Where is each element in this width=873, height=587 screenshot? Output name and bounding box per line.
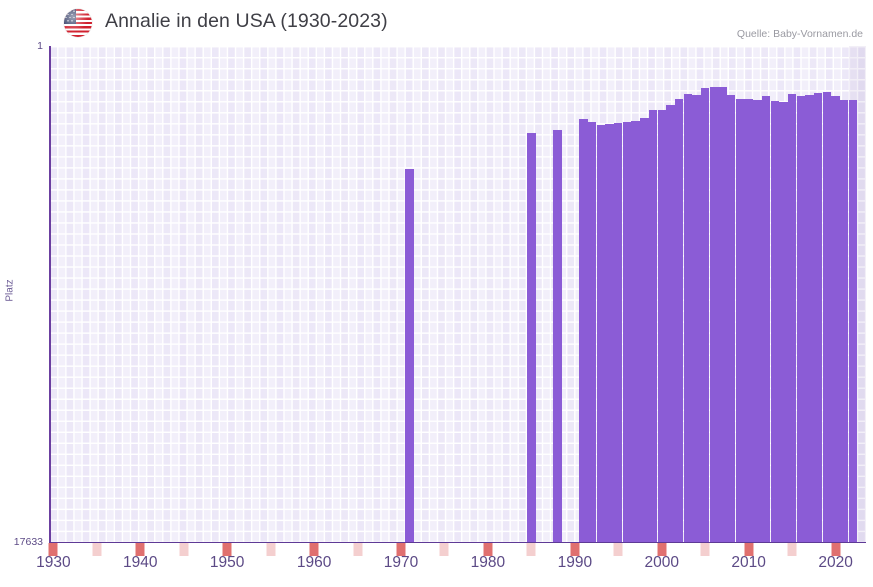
page-title: Annalie in den USA (1930-2023) bbox=[105, 10, 388, 32]
bar-2014[interactable] bbox=[779, 102, 788, 542]
bar-1995[interactable] bbox=[614, 123, 623, 542]
x-tick-label-1980: 1980 bbox=[470, 554, 506, 571]
x-axis-line bbox=[49, 541, 866, 544]
x-tick-mark-1970 bbox=[396, 543, 406, 556]
x-tick-label-2010: 2010 bbox=[731, 554, 766, 571]
x-tick-mark-2010 bbox=[744, 543, 754, 556]
bar-2012[interactable] bbox=[761, 95, 771, 542]
bar-1998[interactable] bbox=[640, 118, 649, 542]
chart-header: Annalie in den USA (1930-2023) Quelle: B… bbox=[0, 0, 873, 46]
bar-2015[interactable] bbox=[787, 94, 797, 542]
y-axis-line bbox=[49, 46, 51, 542]
x-tick-mark-1960 bbox=[309, 543, 319, 556]
bar-2009[interactable] bbox=[735, 98, 745, 542]
bar-series bbox=[49, 46, 866, 542]
bar-2002[interactable] bbox=[674, 99, 684, 542]
bar-1997[interactable] bbox=[631, 121, 640, 542]
x-tick-mark-2000 bbox=[657, 543, 667, 556]
x-tick-mark-1935 bbox=[92, 543, 102, 556]
y-axis-top-tick-label: 1 bbox=[37, 40, 43, 52]
x-tick-mark-2005 bbox=[700, 543, 710, 556]
x-tick-mark-1985 bbox=[526, 543, 536, 556]
bar-2019[interactable] bbox=[822, 91, 832, 542]
bar-2017[interactable] bbox=[805, 95, 814, 542]
x-tick-label-1940: 1940 bbox=[123, 554, 158, 571]
bar-2006[interactable] bbox=[709, 86, 719, 542]
bar-2022[interactable] bbox=[848, 100, 858, 542]
x-tick-label-1970: 1970 bbox=[383, 554, 419, 571]
x-tick-label-2000: 2000 bbox=[644, 554, 679, 571]
x-axis-ticks: 1930 1940 1950 1960 1970 1980 1990 2000 2010 2020 bbox=[0, 543, 873, 587]
bar-1991[interactable] bbox=[579, 119, 588, 542]
bar-2013[interactable] bbox=[770, 101, 779, 542]
source-attribution: Quelle: Baby-Vornamen.de bbox=[736, 28, 863, 40]
bar-2007[interactable] bbox=[718, 87, 727, 542]
bar-2016[interactable] bbox=[796, 95, 806, 542]
bar-1985[interactable] bbox=[527, 132, 536, 542]
bar-2008[interactable] bbox=[727, 95, 736, 542]
x-tick-mark-1975 bbox=[439, 543, 449, 556]
x-tick-mark-1995 bbox=[613, 543, 623, 556]
bar-2001[interactable] bbox=[666, 105, 675, 542]
bar-1992[interactable] bbox=[588, 122, 597, 542]
x-tick-label-1950: 1950 bbox=[209, 554, 245, 571]
x-tick-mark-1930 bbox=[48, 543, 58, 556]
bar-2018[interactable] bbox=[813, 93, 823, 542]
bar-2004[interactable] bbox=[692, 94, 701, 542]
x-tick-label-2020: 2020 bbox=[818, 554, 853, 571]
bar-1999[interactable] bbox=[648, 110, 658, 542]
x-tick-mark-1950 bbox=[222, 543, 232, 556]
plot-area bbox=[49, 46, 866, 542]
x-tick-mark-1945 bbox=[179, 543, 189, 556]
x-tick-label-1960: 1960 bbox=[296, 554, 332, 571]
x-tick-mark-2020 bbox=[831, 543, 841, 556]
x-tick-mark-1980 bbox=[483, 543, 493, 556]
bar-2010[interactable] bbox=[744, 99, 753, 542]
x-tick-mark-2015 bbox=[787, 543, 797, 556]
x-tick-label-1930: 1930 bbox=[36, 554, 71, 571]
x-tick-label-1990: 1990 bbox=[557, 554, 593, 571]
us-flag-icon bbox=[64, 9, 92, 37]
bar-2005[interactable] bbox=[700, 88, 710, 542]
y-axis-title: Platz bbox=[4, 279, 16, 302]
bar-1971[interactable] bbox=[405, 169, 414, 542]
bar-1993[interactable] bbox=[596, 125, 606, 542]
bar-2000[interactable] bbox=[657, 109, 666, 542]
bar-2011[interactable] bbox=[753, 100, 762, 542]
bar-2021[interactable] bbox=[840, 99, 849, 542]
bar-1996[interactable] bbox=[622, 122, 632, 542]
bar-1988[interactable] bbox=[553, 130, 562, 542]
bar-1994[interactable] bbox=[605, 123, 614, 542]
bar-2003[interactable] bbox=[683, 93, 693, 542]
x-tick-mark-1955 bbox=[266, 543, 276, 556]
x-tick-mark-1990 bbox=[570, 543, 580, 556]
x-tick-mark-1965 bbox=[353, 543, 363, 556]
x-tick-mark-1940 bbox=[135, 543, 145, 556]
bar-2020[interactable] bbox=[831, 96, 840, 542]
y-axis-bottom-tick-label: 17633 bbox=[13, 536, 43, 548]
